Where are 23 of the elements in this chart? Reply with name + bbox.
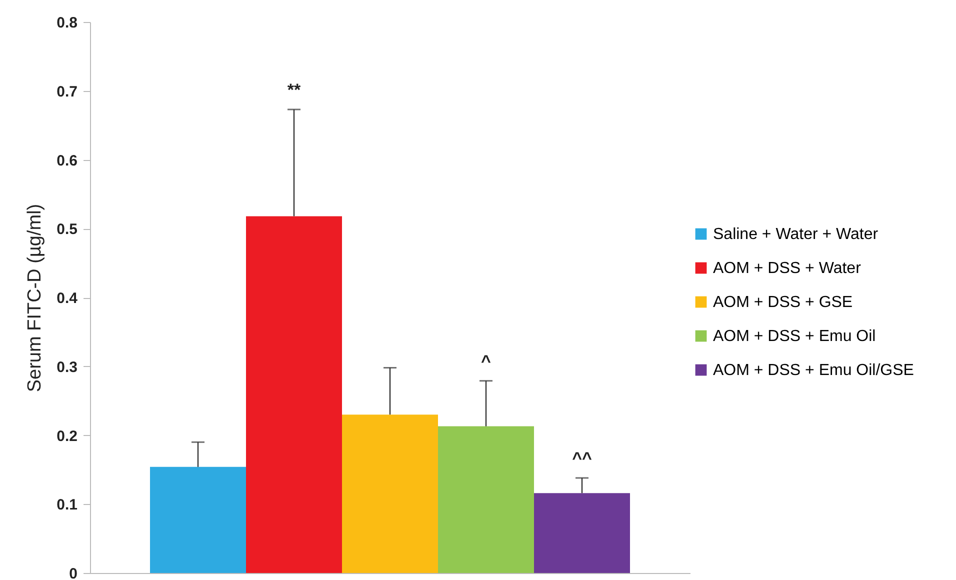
y-axis-title: Serum FITC-D (µg/ml) <box>24 204 46 392</box>
bar <box>246 216 342 573</box>
bar <box>150 466 246 573</box>
legend-label: AOM + DSS + GSE <box>713 294 853 311</box>
annotation: ^^ <box>572 448 592 468</box>
y-tick-label: 0.3 <box>56 358 78 376</box>
y-tick-label: 0.4 <box>56 290 78 307</box>
y-tick-label: 0.1 <box>56 496 78 514</box>
legend-label: AOM + DSS + Water <box>713 260 862 277</box>
y-tick-label: 0.6 <box>56 152 78 170</box>
annotation: ^ <box>481 352 492 371</box>
y-tick-label: 0.7 <box>56 83 78 100</box>
bar <box>534 493 630 573</box>
y-tick-label: 0.8 <box>56 14 78 32</box>
y-tick-label: 0.2 <box>56 428 78 445</box>
legend-label: Saline + Water + Water <box>713 226 879 243</box>
y-tick-label: 0.5 <box>56 221 78 238</box>
legend-label: AOM + DSS + Emu Oil <box>713 328 876 345</box>
bar <box>438 426 534 573</box>
legend-label: AOM + DSS + Emu Oil/GSE <box>713 362 914 379</box>
annotation: ** <box>287 80 301 100</box>
bar <box>342 414 438 573</box>
y-tick-label: 0 <box>69 566 78 580</box>
